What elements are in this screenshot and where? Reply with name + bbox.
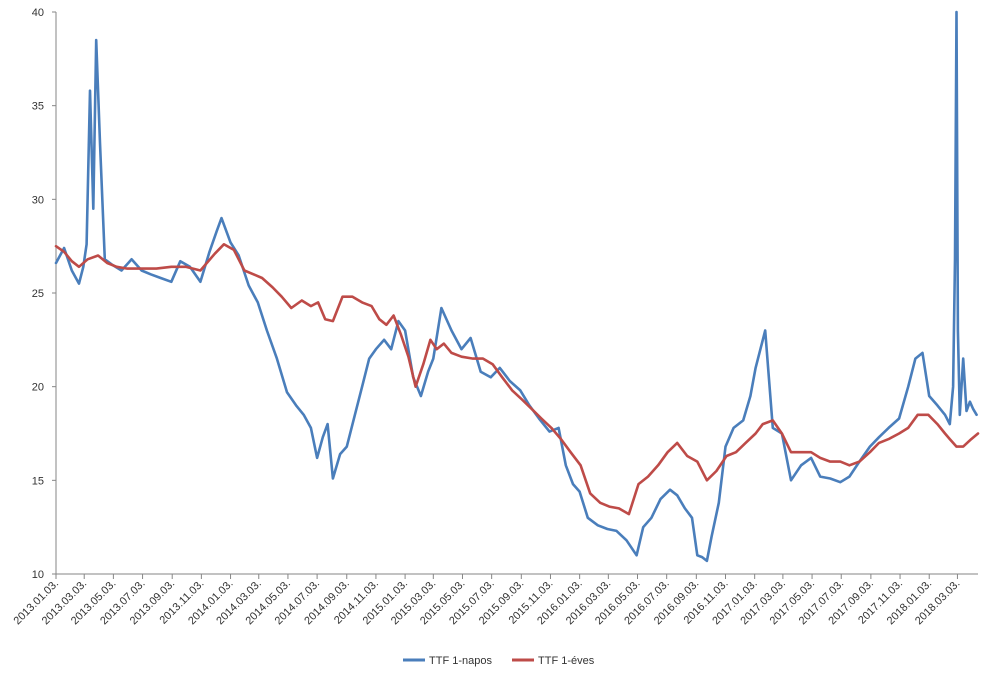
y-tick-label: 40 <box>32 7 44 19</box>
y-axis: 10 15 20 25 30 35 40 <box>32 7 57 581</box>
y-tick-label: 15 <box>32 475 44 487</box>
legend-label: TTF 1-éves <box>538 655 595 667</box>
y-tick-label: 25 <box>32 288 44 300</box>
x-axis: 2013.01.03.2013.03.03.2013.05.03.2013.07… <box>12 573 978 627</box>
legend: TTF 1-napos TTF 1-éves <box>403 655 595 667</box>
y-tick-label: 30 <box>32 194 44 206</box>
y-tick-label: 35 <box>32 101 44 113</box>
legend-label: TTF 1-napos <box>429 655 492 667</box>
plot-area <box>54 10 980 563</box>
y-tick-label: 20 <box>32 382 44 394</box>
series-line-1 <box>54 10 978 563</box>
series-line-2 <box>54 243 980 516</box>
y-tick-label: 10 <box>32 569 44 581</box>
